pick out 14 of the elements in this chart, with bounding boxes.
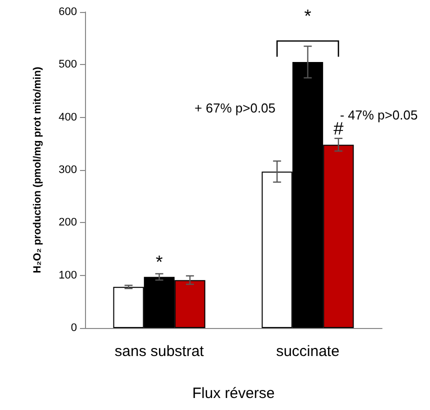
y-tick-label: 600 <box>58 6 77 18</box>
x-tick-label: sans substrat <box>114 343 205 360</box>
y-tick-label: 500 <box>58 58 77 71</box>
x-axis-title: Flux réverse <box>192 385 275 402</box>
y-tick-label: 300 <box>58 164 77 176</box>
annotation: * <box>304 6 312 26</box>
y-tick-label: 100 <box>58 269 77 282</box>
y-tick-label: 400 <box>58 111 77 124</box>
x-tick-label: succinate <box>276 343 340 360</box>
y-tick-label: 200 <box>58 216 77 229</box>
y-tick-label: 0 <box>70 322 77 334</box>
annotation: + 67% p>0.05 <box>194 100 276 116</box>
annotation: * <box>156 252 163 272</box>
y-axis-title: H₂O₂ production (pmol/mg prot mito/min) <box>32 66 44 274</box>
